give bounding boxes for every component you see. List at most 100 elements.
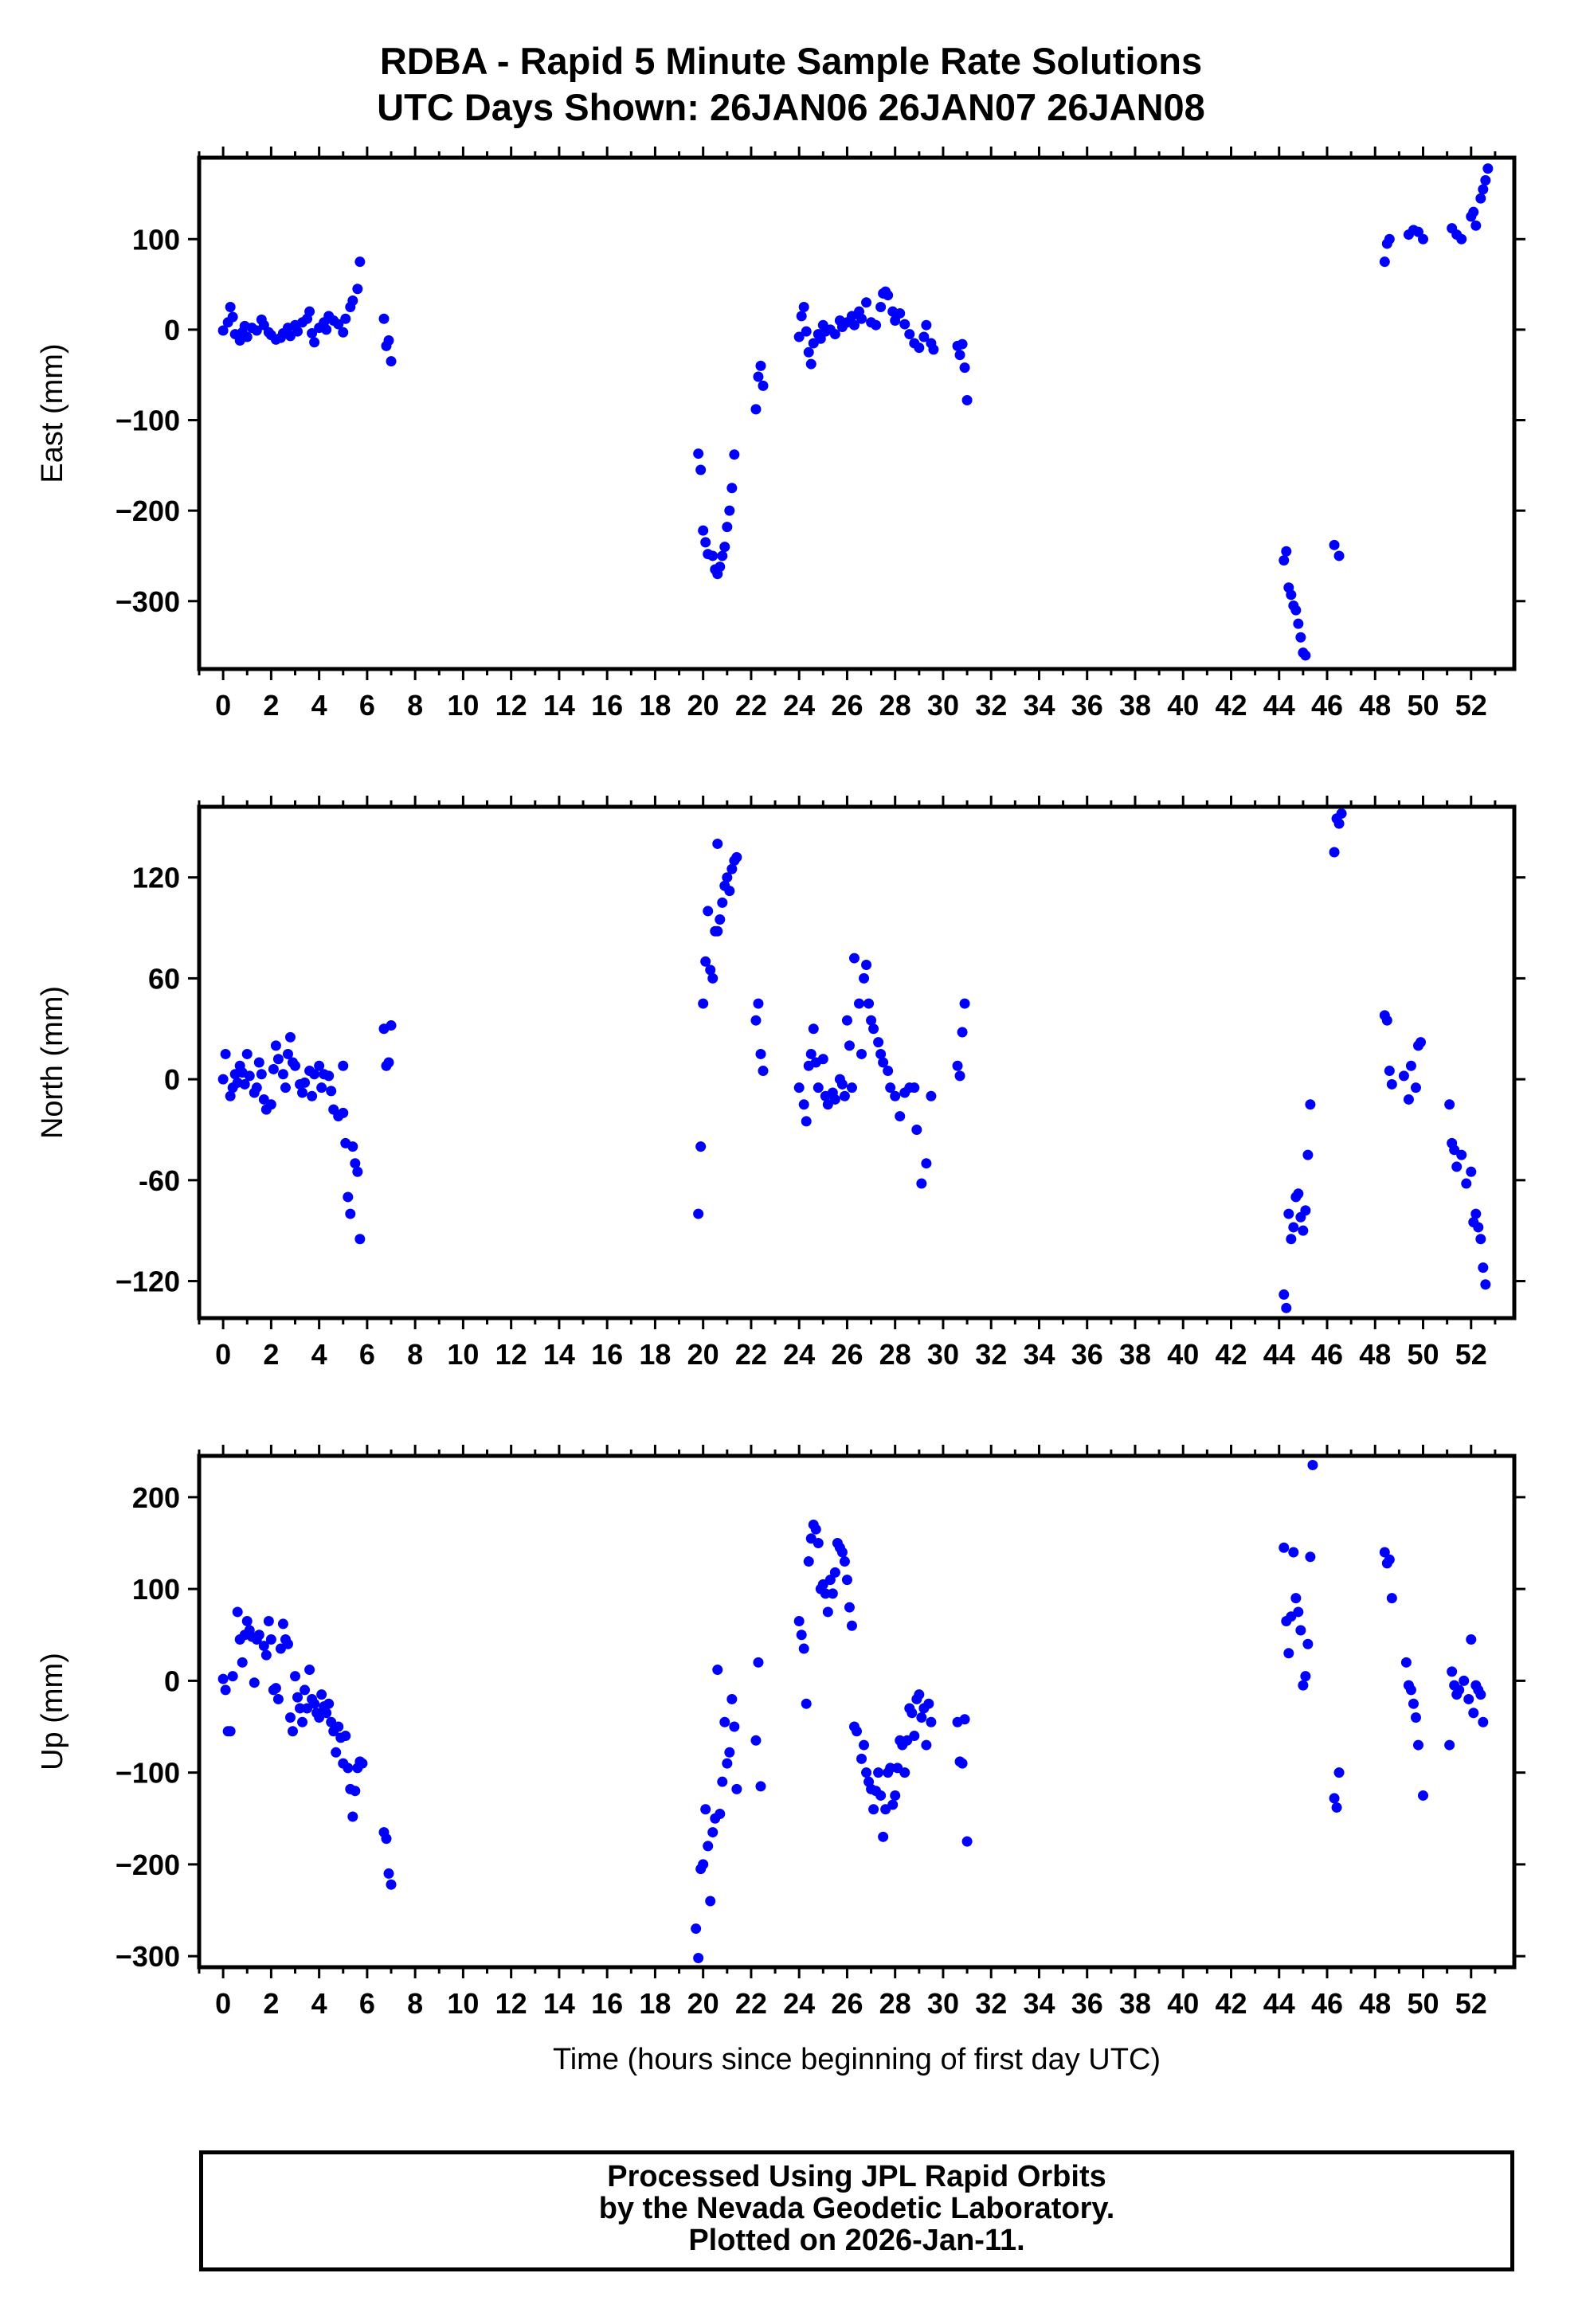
y-tick-label: −100 <box>116 405 180 437</box>
data-point <box>304 306 315 317</box>
data-point <box>859 972 870 984</box>
x-tick-label: 40 <box>1167 689 1199 722</box>
data-point <box>1468 206 1479 217</box>
x-tick-label: 14 <box>543 689 575 722</box>
title-line-2: UTC Days Shown: 26JAN06 26JAN07 26JAN08 <box>377 86 1205 128</box>
data-point <box>926 1090 937 1101</box>
data-point <box>695 464 707 475</box>
data-point <box>297 1716 308 1727</box>
data-point <box>354 256 366 268</box>
data-point <box>921 1739 932 1751</box>
data-point <box>899 1767 910 1778</box>
x-tick-label: 6 <box>359 1338 375 1371</box>
data-point <box>1416 1037 1427 1048</box>
data-point <box>1451 1161 1463 1172</box>
data-point <box>691 1923 702 1935</box>
data-point <box>333 319 344 330</box>
x-tick-label: 0 <box>215 1987 231 2020</box>
data-point <box>309 337 320 348</box>
data-point <box>1386 1593 1397 1604</box>
x-tick-label: 42 <box>1215 1338 1247 1371</box>
x-tick-label: 2 <box>263 1987 279 2020</box>
data-point <box>225 1090 236 1101</box>
data-point <box>883 290 894 301</box>
data-point <box>1466 1634 1477 1645</box>
data-point <box>846 1082 857 1094</box>
data-point <box>885 1082 896 1094</box>
data-point <box>803 1556 814 1567</box>
data-point <box>914 1689 925 1700</box>
data-point <box>712 838 723 849</box>
data-point <box>724 1747 735 1758</box>
data-point <box>722 872 733 883</box>
data-point <box>272 1693 284 1704</box>
y-tick-label: 60 <box>148 962 180 995</box>
data-point <box>1410 1082 1421 1094</box>
x-tick-label: 34 <box>1023 689 1055 722</box>
data-point <box>868 1804 879 1815</box>
y-tick-label: −300 <box>116 1940 180 1973</box>
x-tick-label: 26 <box>831 1338 863 1371</box>
x-tick-label: 12 <box>495 1987 527 2020</box>
x-tick-label: 42 <box>1215 1987 1247 2020</box>
data-point <box>1281 1302 1292 1313</box>
x-tick-label: 36 <box>1071 689 1103 722</box>
x-tick-label: 38 <box>1119 689 1151 722</box>
data-point <box>383 1868 394 1879</box>
data-point <box>1293 1606 1304 1618</box>
plot-frame-north <box>197 804 1517 1320</box>
data-point <box>282 1638 293 1649</box>
data-point <box>750 1015 762 1026</box>
data-point <box>695 1141 707 1152</box>
data-point <box>824 1575 836 1586</box>
x-tick-label: 40 <box>1167 1987 1199 2020</box>
data-point <box>722 522 733 533</box>
data-point <box>890 1790 901 1801</box>
data-point <box>959 998 970 1009</box>
data-point <box>836 1078 848 1090</box>
data-point <box>907 1708 918 1719</box>
data-point <box>724 886 735 897</box>
x-tick-label: 38 <box>1119 1987 1151 2020</box>
data-point <box>309 1698 320 1709</box>
data-point <box>1405 1684 1416 1696</box>
data-point <box>887 1799 899 1810</box>
x-tick-label: 4 <box>311 1987 327 2020</box>
data-point <box>321 324 332 335</box>
x-tick-label: 28 <box>879 1987 911 2020</box>
data-point <box>856 1753 867 1764</box>
panel-east: 0 2 4 6 8 10 12 14 16 18 20 22 24 26 28 30 32 34 36 38 40 42 4… <box>36 147 1525 722</box>
data-point <box>300 1684 311 1696</box>
data-point <box>1295 1625 1306 1636</box>
data-point <box>331 1747 342 1758</box>
data-point <box>253 1057 264 1068</box>
data-point <box>1475 1689 1486 1700</box>
data-point <box>822 1606 833 1618</box>
data-point <box>1381 1015 1392 1026</box>
data-point <box>284 1031 296 1043</box>
data-point <box>217 1673 229 1684</box>
data-point <box>852 1726 862 1737</box>
series-points-north <box>217 808 1491 1313</box>
data-point <box>878 1831 889 1842</box>
data-point <box>316 1689 327 1700</box>
data-point <box>875 301 887 312</box>
data-point <box>731 851 742 863</box>
data-point <box>352 284 363 295</box>
data-point <box>1331 1802 1342 1813</box>
data-point <box>220 1048 231 1059</box>
data-point <box>717 897 728 908</box>
data-point <box>357 1758 368 1769</box>
data-point <box>1478 184 1489 195</box>
x-tick-label: 8 <box>407 1987 423 2020</box>
data-point <box>270 1683 281 1694</box>
x-tick-label: 12 <box>495 1338 527 1371</box>
data-point <box>856 313 867 324</box>
x-tick-label: 0 <box>215 689 231 722</box>
data-point <box>1454 1684 1465 1696</box>
data-point <box>314 1060 325 1071</box>
data-point <box>383 1057 394 1068</box>
y-tick-label: 0 <box>164 1665 180 1697</box>
x-tick-label: 18 <box>639 689 671 722</box>
data-point <box>340 1731 351 1742</box>
